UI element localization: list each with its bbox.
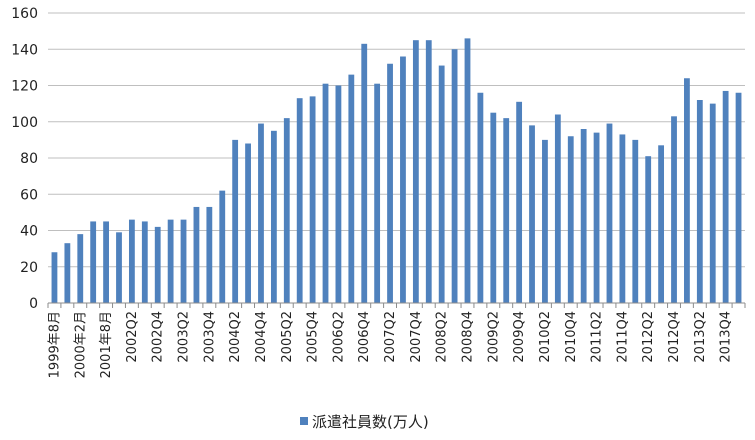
y-tick-label: 20: [20, 260, 38, 276]
bar: [400, 56, 406, 303]
bar: [348, 74, 355, 304]
bar: [451, 49, 458, 303]
x-tick-label: 2012Q2: [641, 311, 656, 363]
y-tick-label: 0: [29, 296, 38, 312]
bar: [193, 206, 200, 303]
bar: [412, 40, 419, 303]
x-tick-label: 2006Q4: [357, 311, 372, 363]
bar: [477, 92, 484, 303]
x-tick-label: 2011Q2: [590, 311, 605, 363]
x-tick-label: 2007Q2: [383, 311, 398, 363]
x-tick-label: 2006Q2: [331, 311, 346, 363]
x-tick-label: 2013Q2: [693, 311, 708, 363]
bar: [232, 139, 239, 304]
x-tick-label: 1999年8月: [47, 311, 62, 378]
bar: [671, 116, 677, 303]
bar: [374, 83, 381, 303]
y-tick-label: 120: [11, 79, 38, 95]
bar: [645, 156, 652, 303]
bar: [167, 219, 174, 304]
x-tick-label: 2000年2月: [73, 311, 88, 378]
bar: [516, 101, 523, 303]
bar: [270, 130, 277, 303]
bar: [735, 92, 742, 303]
bar: [684, 78, 690, 303]
bar: [128, 219, 135, 304]
bars: [51, 38, 742, 304]
bar: [438, 65, 445, 303]
bar: [387, 63, 393, 303]
bar: [503, 118, 510, 304]
bar: [593, 132, 600, 304]
x-tick-label: 2005Q4: [306, 311, 321, 363]
x-tick-label: 2009Q2: [486, 311, 501, 363]
bar: [219, 190, 226, 304]
x-tick-label: 2003Q2: [177, 311, 192, 363]
x-tick-label: 2007Q4: [409, 311, 424, 363]
bar: [361, 43, 368, 304]
legend-label: 派遣社員数(万人): [312, 413, 429, 431]
bar: [206, 206, 213, 303]
bar: [283, 118, 290, 304]
bar: [632, 139, 639, 304]
x-tick-label: 2012Q4: [667, 311, 682, 363]
x-tick-label: 2005Q2: [280, 311, 295, 363]
x-tick-label: 2010Q2: [538, 311, 553, 363]
x-tick-label: 2010Q4: [564, 311, 579, 363]
bar: [245, 143, 251, 303]
bar: [51, 252, 58, 303]
bar: [542, 139, 548, 304]
bar: [722, 90, 729, 303]
bar: [322, 83, 329, 303]
bar: [116, 232, 122, 303]
x-tick-label: 2013Q4: [719, 311, 734, 363]
bar: [554, 114, 561, 303]
bar: [658, 145, 665, 303]
bar: [335, 85, 342, 303]
bar: [77, 234, 84, 304]
y-tick-label: 40: [20, 224, 38, 240]
x-tick-label: 2008Q2: [435, 311, 450, 363]
bar: [709, 103, 716, 304]
legend-swatch: [300, 417, 308, 425]
bar: [425, 40, 432, 303]
y-tick-label: 60: [20, 187, 38, 203]
bar: [529, 125, 535, 304]
bar: [90, 221, 97, 303]
bar: [258, 123, 264, 303]
bar: [490, 112, 497, 303]
x-tick-label: 2011Q4: [615, 311, 630, 363]
legend: 派遣社員数(万人): [300, 413, 429, 431]
bar: [103, 221, 109, 303]
bar: [619, 134, 626, 303]
x-tick-label: 2002Q2: [125, 311, 140, 363]
bar: [154, 226, 161, 304]
y-tick-label: 100: [11, 115, 38, 131]
bar: [64, 243, 71, 303]
bar: [296, 98, 303, 303]
bar: [180, 219, 187, 304]
y-tick-label: 160: [11, 6, 38, 22]
y-tick-label: 140: [11, 42, 38, 58]
y-tick-label: 80: [20, 151, 38, 167]
x-tick-label: 2004Q4: [254, 311, 269, 363]
bar: [141, 221, 148, 303]
x-tick-label: 2002Q4: [151, 311, 166, 363]
bar: [567, 136, 574, 303]
x-tick-label: 2009Q4: [512, 311, 527, 363]
bar: [464, 38, 471, 304]
bar: [580, 129, 587, 303]
x-tick-label: 2004Q2: [228, 311, 243, 363]
bar: [309, 96, 316, 304]
bar: [606, 123, 613, 303]
x-axis: 1999年8月 2000年2月 2001年8月 2002Q2 2002Q4 2003Q2 2…: [47, 302, 746, 378]
bar: [696, 100, 703, 303]
y-axis: 0 20 40 60 80 100 120 140 160: [11, 6, 38, 312]
x-tick-label: 2008Q4: [460, 311, 475, 363]
x-tick-label: 2003Q4: [202, 311, 217, 363]
x-tick-label: 2001年8月: [99, 311, 114, 378]
